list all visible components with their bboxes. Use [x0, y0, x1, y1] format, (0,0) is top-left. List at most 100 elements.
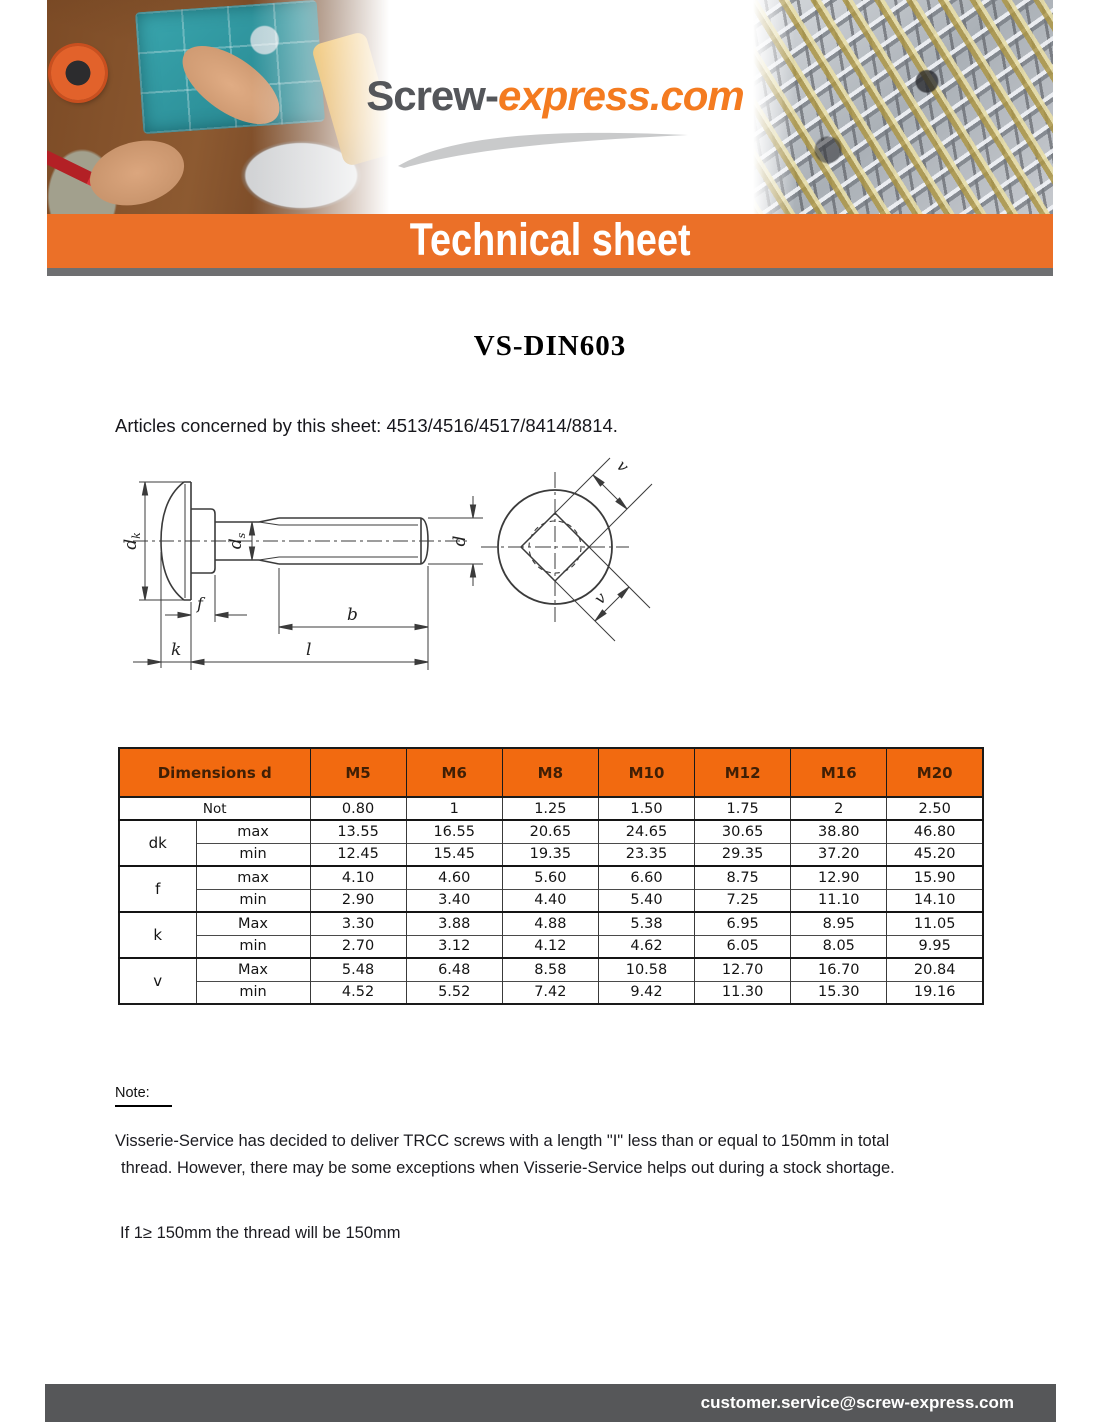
value-cell: 4.40 [501, 888, 599, 912]
technical-drawing: dk ds d f b k l v v [121, 456, 653, 670]
value-cell: 15.30 [790, 980, 887, 1004]
table-row: min 2.70 3.12 4.12 4.62 6.05 8.05 9.95 [119, 934, 983, 958]
note-paragraph: Visserie-Service has decided to deliver … [115, 1128, 995, 1182]
value-cell: 6.95 [694, 911, 791, 935]
ds-label: ds [226, 532, 248, 549]
value-cell: 29.35 [694, 842, 791, 866]
v-label-upper: v [613, 456, 633, 476]
value-cell: 9.42 [597, 980, 695, 1004]
size-header-cell: M12 [694, 748, 791, 798]
logo-text-orange: express.com [497, 72, 745, 119]
note-line-2: thread. However, there may be some excep… [121, 1159, 895, 1177]
banner-underline-bar [47, 268, 1053, 276]
value-cell: 20.84 [886, 957, 983, 981]
value-cell: 2.90 [309, 888, 407, 912]
value-cell: 11.10 [790, 888, 887, 912]
articles-line: Articles concerned by this sheet: 4513/4… [115, 415, 618, 436]
value-cell: 8.05 [790, 934, 887, 958]
value-cell: 3.12 [405, 934, 503, 958]
table-row: min 12.45 15.45 19.35 23.35 29.35 37.20 45.20 [119, 842, 983, 866]
pitch-value-cell: 1.50 [597, 796, 695, 820]
value-cell: 4.60 [405, 865, 503, 889]
size-header-cell: M16 [790, 748, 887, 798]
pitch-label-cell: Not [119, 796, 310, 820]
value-cell: 16.55 [405, 819, 503, 843]
banner-title: Technical sheet [409, 214, 691, 265]
bolt-front-view [481, 457, 653, 642]
v-label-lower: v [590, 588, 610, 608]
value-cell: 5.60 [501, 865, 599, 889]
dimension-lines [133, 481, 483, 670]
dimension-label-cell: dk [119, 819, 196, 866]
logo-swoosh-graphic [398, 132, 688, 168]
value-cell: 19.16 [886, 980, 983, 1004]
b-label: b [347, 605, 358, 625]
table-header-row: Dimensions d M5 M6 M8 M10 M12 M16 M20 [119, 748, 983, 798]
value-cell: 15.45 [405, 842, 503, 866]
value-cell: 3.40 [405, 888, 503, 912]
note-extra-line: If 1≥ 150mm the thread will be 150mm [120, 1224, 401, 1242]
value-cell: 20.65 [501, 819, 599, 843]
value-cell: 4.62 [597, 934, 695, 958]
value-cell: 5.38 [597, 911, 695, 935]
minmax-label-cell: Max [195, 911, 310, 935]
value-cell: 6.48 [405, 957, 503, 981]
footer-bar: customer.service@screw-express.com [45, 1384, 1056, 1422]
value-cell: 6.05 [694, 934, 791, 958]
value-cell: 8.75 [694, 865, 791, 889]
screw-express-logo: Screw-express.com [355, 72, 755, 120]
left-header-photo [47, 0, 400, 214]
value-cell: 7.25 [694, 888, 791, 912]
value-cell: 15.90 [886, 865, 983, 889]
value-cell: 5.52 [405, 980, 503, 1004]
value-cell: 13.55 [309, 819, 407, 843]
value-cell: 4.52 [309, 980, 407, 1004]
minmax-label-cell: min [195, 934, 310, 958]
technical-sheet-banner: Technical sheet [47, 214, 1053, 268]
document-title: VS-DIN603 [473, 330, 627, 362]
logo-text-gray: Screw- [366, 72, 499, 119]
value-cell: 4.88 [501, 911, 599, 935]
pitch-value-cell: 1.25 [501, 796, 599, 820]
minmax-label-cell: Max [195, 957, 310, 981]
value-cell: 12.45 [309, 842, 407, 866]
value-cell: 12.90 [790, 865, 887, 889]
dimensions-table: Dimensions d M5 M6 M8 M10 M12 M16 M20 Not 0.80 1 1.… [118, 747, 984, 1005]
value-cell: 5.40 [597, 888, 695, 912]
value-cell: 45.20 [886, 842, 983, 866]
pitch-value-cell: 2 [790, 796, 887, 820]
minmax-label-cell: min [195, 888, 310, 912]
value-cell: 16.70 [790, 957, 887, 981]
value-cell: 8.58 [501, 957, 599, 981]
table-row: dk max 13.55 16.55 20.65 24.65 30.65 38.80 46.80 [119, 819, 983, 866]
table-row: min 4.52 5.52 7.42 9.42 11.30 15.30 19.16 [119, 980, 983, 1004]
value-cell: 11.05 [886, 911, 983, 935]
photo-fade-overlay [47, 0, 400, 214]
value-cell: 6.60 [597, 865, 695, 889]
note-heading: Note: [115, 1085, 172, 1107]
size-header-cell: M6 [405, 748, 503, 798]
value-cell: 14.10 [886, 888, 983, 912]
size-header-cell: M20 [886, 748, 983, 798]
pitch-value-cell: 2.50 [886, 796, 983, 820]
value-cell: 4.10 [309, 865, 407, 889]
dimension-label-cell: f [119, 865, 196, 912]
d-label: d [450, 535, 470, 546]
value-cell: 10.58 [597, 957, 695, 981]
minmax-label-cell: min [195, 842, 310, 866]
dimensions-header-cell: Dimensions d [119, 748, 310, 798]
l-label: l [306, 640, 311, 660]
value-cell: 38.80 [790, 819, 887, 843]
table-row: k Max 3.30 3.88 4.88 5.38 6.95 8.95 11.05 [119, 911, 983, 958]
note-line-1: Visserie-Service has decided to deliver … [115, 1132, 890, 1150]
footer-email: customer.service@screw-express.com [700, 1393, 1014, 1412]
value-cell: 12.70 [694, 957, 791, 981]
minmax-label-cell: max [195, 865, 310, 889]
dimensions-table-wrap: Dimensions d M5 M6 M8 M10 M12 M16 M20 Not 0.80 1 1.… [118, 747, 984, 1005]
value-cell: 46.80 [886, 819, 983, 843]
value-cell: 4.12 [501, 934, 599, 958]
size-header-cell: M5 [309, 748, 407, 798]
value-cell: 9.95 [886, 934, 983, 958]
f-label: f [196, 594, 206, 613]
